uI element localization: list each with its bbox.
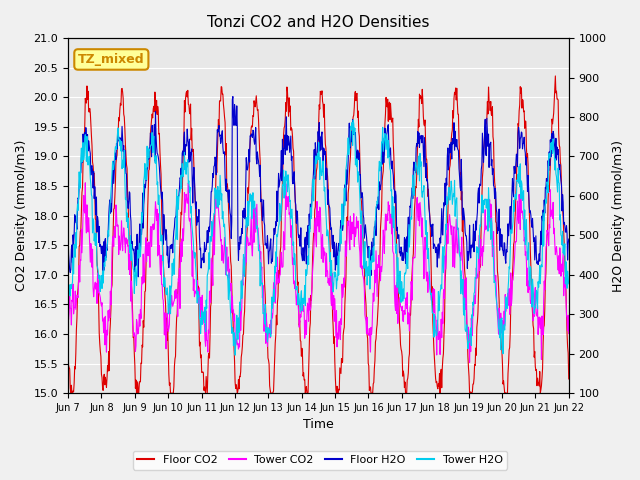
- Legend: Floor CO2, Tower CO2, Floor H2O, Tower H2O: Floor CO2, Tower CO2, Floor H2O, Tower H…: [133, 451, 507, 469]
- Floor CO2: [497, 334, 504, 340]
- Y-axis label: H2O Density (mmol/m3): H2O Density (mmol/m3): [612, 140, 625, 292]
- Floor H2O: [279, 161, 287, 167]
- Line: Tower H2O: Tower H2O: [68, 120, 569, 355]
- Floor H2O: [195, 206, 203, 212]
- Tower H2O: [195, 294, 202, 300]
- Tower CO2: [565, 331, 573, 336]
- Tower CO2: [466, 360, 474, 365]
- Floor CO2: [64, 350, 72, 356]
- Floor H2O: [442, 175, 450, 181]
- Tower H2O: [422, 231, 429, 237]
- Line: Tower CO2: Tower CO2: [68, 183, 569, 362]
- Tower H2O: [119, 157, 127, 163]
- Floor H2O: [64, 230, 72, 236]
- Text: TZ_mixed: TZ_mixed: [78, 53, 145, 66]
- Tower H2O: [442, 227, 450, 233]
- Floor CO2: [195, 310, 203, 316]
- Tower CO2: [81, 180, 89, 186]
- Floor H2O: [229, 94, 237, 99]
- Tower H2O: [497, 317, 505, 323]
- Tower CO2: [421, 234, 429, 240]
- Tower CO2: [195, 287, 203, 293]
- Floor CO2: [421, 117, 429, 123]
- Floor CO2: [565, 376, 573, 382]
- Tower CO2: [278, 264, 286, 270]
- Tower H2O: [231, 352, 239, 358]
- Floor H2O: [497, 244, 505, 250]
- X-axis label: Time: Time: [303, 419, 333, 432]
- Floor H2O: [565, 236, 573, 242]
- Y-axis label: CO2 Density (mmol/m3): CO2 Density (mmol/m3): [15, 140, 28, 291]
- Tower CO2: [497, 315, 505, 321]
- Tower CO2: [442, 266, 449, 272]
- Tower CO2: [119, 235, 127, 240]
- Tower H2O: [64, 300, 72, 306]
- Floor CO2: [67, 390, 75, 396]
- Line: Floor CO2: Floor CO2: [68, 76, 569, 393]
- Title: Tonzi CO2 and H2O Densities: Tonzi CO2 and H2O Densities: [207, 15, 429, 30]
- Floor CO2: [119, 96, 127, 101]
- Floor H2O: [422, 175, 429, 180]
- Tower H2O: [565, 281, 573, 287]
- Tower H2O: [349, 117, 357, 123]
- Floor CO2: [552, 73, 559, 79]
- Floor CO2: [442, 267, 449, 273]
- Floor H2O: [119, 137, 127, 143]
- Floor CO2: [278, 177, 286, 183]
- Tower H2O: [278, 182, 286, 188]
- Line: Floor H2O: Floor H2O: [68, 96, 569, 277]
- Tower CO2: [64, 310, 72, 315]
- Floor H2O: [134, 274, 142, 280]
